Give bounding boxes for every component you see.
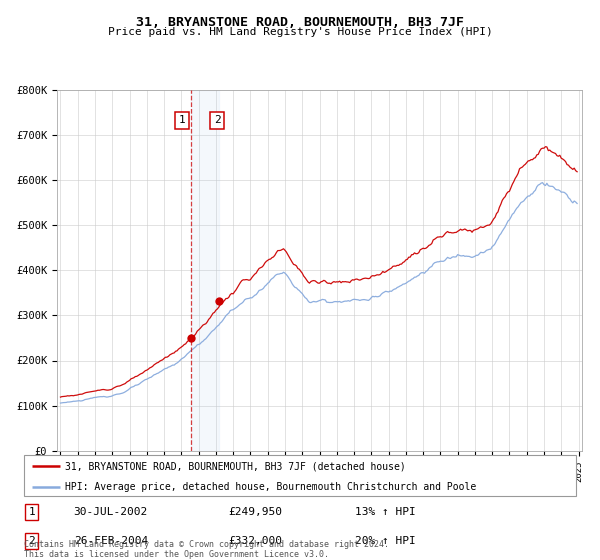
Text: 31, BRYANSTONE ROAD, BOURNEMOUTH, BH3 7JF: 31, BRYANSTONE ROAD, BOURNEMOUTH, BH3 7J… [136,16,464,29]
Text: HPI: Average price, detached house, Bournemouth Christchurch and Poole: HPI: Average price, detached house, Bour… [65,482,476,492]
Text: £332,000: £332,000 [228,536,282,546]
Text: 20% ↑ HPI: 20% ↑ HPI [355,536,416,546]
FancyBboxPatch shape [24,455,576,496]
Text: 2: 2 [214,115,220,125]
Text: 2: 2 [28,536,35,546]
Text: £249,950: £249,950 [228,507,282,517]
Text: Contains HM Land Registry data © Crown copyright and database right 2024.
This d: Contains HM Land Registry data © Crown c… [24,540,389,559]
Text: 26-FEB-2004: 26-FEB-2004 [74,536,148,546]
Text: 1: 1 [28,507,35,517]
Text: Price paid vs. HM Land Registry's House Price Index (HPI): Price paid vs. HM Land Registry's House … [107,27,493,37]
Bar [191,90,219,451]
Text: 31, BRYANSTONE ROAD, BOURNEMOUTH, BH3 7JF (detached house): 31, BRYANSTONE ROAD, BOURNEMOUTH, BH3 7J… [65,461,406,471]
Text: 1: 1 [179,115,185,125]
Text: 30-JUL-2002: 30-JUL-2002 [74,507,148,517]
Text: 13% ↑ HPI: 13% ↑ HPI [355,507,416,517]
